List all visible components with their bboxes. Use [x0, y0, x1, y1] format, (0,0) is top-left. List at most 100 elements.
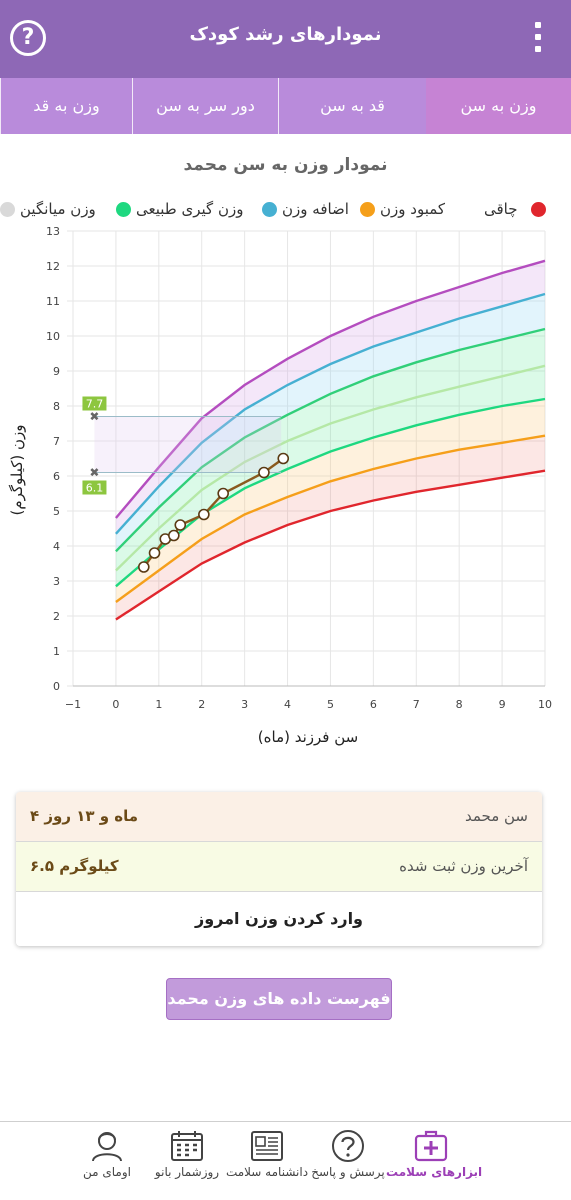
x-tick-label: 8: [456, 698, 463, 711]
y-tick-label: 2: [53, 610, 60, 623]
question-circle-icon: ?: [21, 25, 35, 50]
y-tick-label: 4: [53, 540, 60, 553]
enter-weight-label: وارد کردن وزن امروز: [195, 909, 363, 928]
tab-weight-for-age[interactable]: وزن به سن: [426, 78, 571, 134]
chart-markers: ✖7.7✖6.1: [82, 396, 282, 495]
more-vertical-icon: [535, 22, 541, 28]
child-weight-point: [174, 519, 187, 531]
chart-bands: [115, 260, 546, 620]
legend-label: چاقی: [484, 200, 518, 218]
encyclopedia-icon: [251, 1131, 283, 1161]
last-weight-value: ۶.۵ کیلوگرم: [30, 857, 119, 875]
last-weight-label: آخرین وزن ثبت شده: [399, 857, 528, 875]
x-axis-label: سن فرزند (ماه): [258, 728, 358, 746]
nav-encyclopedia[interactable]: دانشنامه سلامت: [224, 1122, 310, 1200]
y-tick-label: 7: [53, 435, 60, 448]
legend-dot: [0, 202, 15, 217]
series-line-2: [115, 364, 546, 572]
band-obese: [115, 260, 546, 534]
legend-label: کمبود وزن: [380, 200, 446, 218]
x-tick-label: −1: [65, 698, 81, 711]
tab-weight-for-height[interactable]: وزن به قد: [0, 78, 132, 134]
calendar-icon: [171, 1131, 203, 1161]
legend-item-normal[interactable]: وزن گیری طبیعی: [116, 198, 258, 222]
y-tick-label: 1: [53, 645, 60, 658]
medical-kit-icon: [414, 1130, 448, 1162]
x-tick-label: 3: [241, 698, 248, 711]
nav-label: روزشمار بانو: [154, 1165, 220, 1179]
y-tick-label: 0: [53, 680, 60, 693]
series-line-5: [115, 292, 546, 535]
legend-item-overweight[interactable]: اضافه وزن: [262, 198, 358, 222]
marker-x-icon: ✖: [89, 466, 99, 480]
bottom-navigation: ابزارهای سلامت پرسش و پاسخ دانشنامه سلام…: [0, 1121, 571, 1200]
child-weight-point: [198, 508, 210, 521]
more-vertical-icon-dot: [535, 34, 541, 40]
child-weight-point: [277, 452, 290, 465]
series-line-0: [115, 469, 546, 621]
enter-weight-button[interactable]: وارد کردن وزن امروز: [16, 892, 542, 946]
y-tick-label: 12: [46, 260, 60, 273]
tab-head-for-age[interactable]: دور سر به سن: [132, 78, 278, 134]
legend-dot: [116, 202, 131, 217]
nav-calendar[interactable]: روزشمار بانو: [146, 1122, 228, 1200]
help-button[interactable]: ?: [10, 20, 46, 56]
y-tick-label: 3: [53, 575, 60, 588]
marker-value: 7.7: [86, 398, 104, 411]
x-tick-label: 7: [413, 698, 420, 711]
band-normal: [115, 329, 546, 587]
child-weight-point: [168, 529, 180, 542]
weight-data-list-button[interactable]: فهرست داده های وزن محمد: [166, 978, 392, 1020]
legend-item-average[interactable]: وزن میانگین: [0, 198, 108, 222]
marker-badge: [82, 480, 107, 495]
marker-x-icon: ✖: [89, 410, 99, 424]
marker-badge: [82, 396, 107, 411]
chart-tabs: وزن به سن قد به سن دور سر به سن وزن به ق…: [0, 78, 571, 134]
legend-label: وزن میانگین: [20, 200, 96, 218]
y-tick-label: 11: [46, 295, 60, 308]
legend-dot: [360, 202, 375, 217]
legend-dot: [262, 202, 277, 217]
child-weight-point: [148, 547, 161, 559]
series-line-6: [114, 259, 546, 519]
legend-item-underweight[interactable]: کمبود وزن: [360, 198, 478, 222]
child-weight-point: [217, 487, 229, 500]
nav-profile[interactable]: اومای من: [66, 1122, 148, 1200]
last-weight-row: آخرین وزن ثبت شده ۶.۵ کیلوگرم: [16, 842, 542, 892]
marker-region: [94, 416, 282, 473]
app-bar: ? نمودارهای رشد کودک: [0, 0, 571, 78]
x-tick-label: 4: [284, 698, 291, 711]
question-icon: [332, 1130, 364, 1162]
y-axis-label: وزن (کیلوگرم): [8, 424, 26, 515]
chart-title: نمودار وزن به سن محمد: [183, 155, 388, 175]
x-tick-label: 5: [327, 698, 334, 711]
series-line-4: [115, 327, 546, 553]
legend-label: اضافه وزن: [282, 200, 349, 218]
child-info-card: سن محمد ۴ ماه و ۱۳ روز آخرین وزن ثبت شده…: [16, 792, 542, 946]
band-overweight: [115, 294, 546, 552]
legend-label: وزن گیری طبیعی: [136, 200, 244, 218]
more-menu-button[interactable]: [528, 20, 548, 56]
legend-item-obesity[interactable]: چاقی: [484, 198, 550, 222]
series-line-1: [115, 434, 546, 603]
child-weight-point: [138, 561, 150, 573]
tab-height-for-age[interactable]: قد به سن: [278, 78, 426, 134]
legend-dot: [531, 202, 546, 217]
x-tick-label: 10: [538, 698, 552, 711]
chart-child-points: [138, 452, 290, 573]
nav-health-tools[interactable]: ابزارهای سلامت: [386, 1122, 482, 1200]
series-line-3: [115, 397, 546, 588]
y-tick-label: 6: [53, 470, 60, 483]
band-underweight: [115, 399, 546, 602]
nav-qa[interactable]: پرسش و پاسخ: [306, 1122, 390, 1200]
x-tick-label: 6: [370, 698, 377, 711]
age-value: ۴ ماه و ۱۳ روز: [30, 807, 139, 825]
page-title: نمودارهای رشد کودک: [189, 24, 382, 45]
chart-grid: [67, 230, 546, 687]
x-tick-label: 1: [155, 698, 162, 711]
nav-label: پرسش و پاسخ: [311, 1165, 385, 1179]
x-tick-label: 0: [112, 698, 119, 711]
age-label: سن محمد: [464, 807, 528, 825]
y-tick-label: 5: [53, 505, 60, 518]
